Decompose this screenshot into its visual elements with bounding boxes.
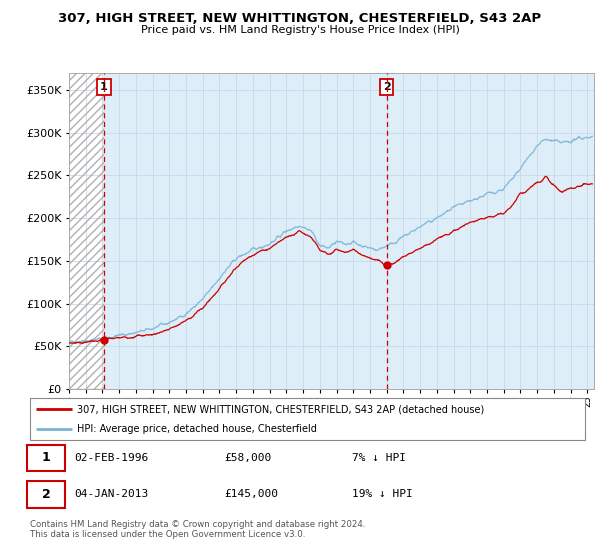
FancyBboxPatch shape bbox=[27, 445, 65, 471]
Text: 1: 1 bbox=[42, 451, 50, 464]
Text: 307, HIGH STREET, NEW WHITTINGTON, CHESTERFIELD, S43 2AP (detached house): 307, HIGH STREET, NEW WHITTINGTON, CHEST… bbox=[77, 404, 484, 414]
Bar bbox=[104, 73, 594, 389]
Text: 7% ↓ HPI: 7% ↓ HPI bbox=[352, 453, 406, 463]
Text: 2: 2 bbox=[383, 82, 391, 92]
Bar bbox=[69, 73, 104, 389]
Text: Price paid vs. HM Land Registry's House Price Index (HPI): Price paid vs. HM Land Registry's House … bbox=[140, 25, 460, 35]
Text: 2: 2 bbox=[42, 488, 50, 501]
Text: 19% ↓ HPI: 19% ↓ HPI bbox=[352, 489, 413, 499]
Text: 02-FEB-1996: 02-FEB-1996 bbox=[74, 453, 149, 463]
Text: HPI: Average price, detached house, Chesterfield: HPI: Average price, detached house, Ches… bbox=[77, 424, 317, 433]
Bar bbox=[69, 73, 104, 389]
Text: £58,000: £58,000 bbox=[224, 453, 271, 463]
Text: 307, HIGH STREET, NEW WHITTINGTON, CHESTERFIELD, S43 2AP: 307, HIGH STREET, NEW WHITTINGTON, CHEST… bbox=[58, 12, 542, 25]
FancyBboxPatch shape bbox=[30, 398, 585, 440]
Text: 04-JAN-2013: 04-JAN-2013 bbox=[74, 489, 149, 499]
FancyBboxPatch shape bbox=[27, 481, 65, 507]
Text: £145,000: £145,000 bbox=[224, 489, 278, 499]
Text: Contains HM Land Registry data © Crown copyright and database right 2024.
This d: Contains HM Land Registry data © Crown c… bbox=[30, 520, 365, 539]
Text: 1: 1 bbox=[100, 82, 108, 92]
